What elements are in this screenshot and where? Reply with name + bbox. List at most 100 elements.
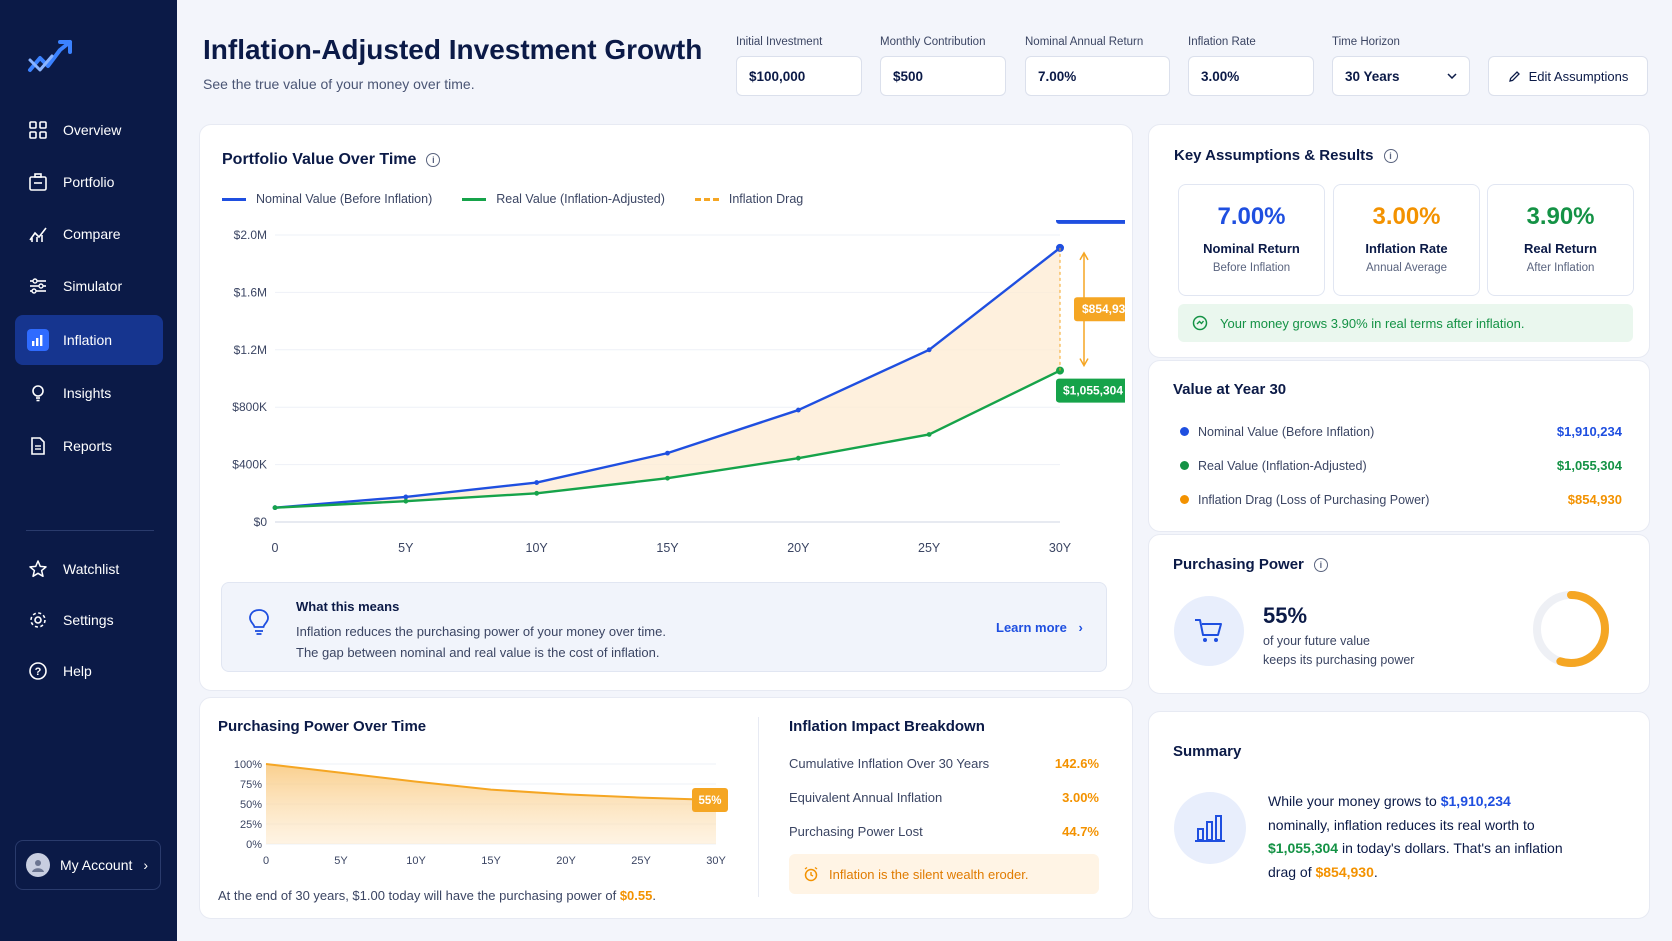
purchasing-power-donut <box>1533 591 1609 667</box>
purchasing-footnote: At the end of 30 years, $1.00 today will… <box>218 888 656 903</box>
chevron-right-icon: › <box>143 857 148 873</box>
growth-clock-icon <box>1192 315 1208 331</box>
lightbulb-icon <box>242 605 276 639</box>
y-tick-label: $0 <box>254 515 268 529</box>
learn-more-label: Learn more <box>996 620 1067 635</box>
sidebar-divider <box>26 530 154 531</box>
means-line: Inflation reduces the purchasing power o… <box>296 624 666 639</box>
metric-inflation-rate: 3.00% Inflation Rate Annual Average <box>1333 184 1480 296</box>
nominal-callout-box <box>1056 220 1125 224</box>
legend-nominal: Nominal Value (Before Inflation) <box>222 192 432 206</box>
impact-title: Inflation Impact Breakdown <box>789 718 985 735</box>
x-tick-label: 5Y <box>398 541 414 555</box>
account-menu[interactable]: My Account › <box>15 840 161 890</box>
sidebar-item-label: Help <box>63 663 92 679</box>
sidebar-item-insights[interactable]: Insights <box>15 368 163 418</box>
inflation-rate-field: Inflation Rate 3.00% <box>1188 36 1314 96</box>
y-tick-label: 50% <box>240 799 262 811</box>
metric-value: 7.00% <box>1217 203 1286 230</box>
sidebar-item-label: Insights <box>63 385 112 401</box>
y-tick-label: $2.0M <box>234 228 267 242</box>
purchasing-power-area <box>266 764 716 844</box>
year30-value: $1,055,304 <box>1556 458 1622 473</box>
x-tick-label: 0 <box>263 855 269 867</box>
chevron-down-icon <box>1447 73 1457 79</box>
data-point <box>665 450 670 456</box>
sidebar-item-simulator[interactable]: Simulator <box>15 261 163 311</box>
sidebar-item-overview[interactable]: Overview <box>15 105 163 155</box>
inflation-rate-input[interactable]: 3.00% <box>1188 56 1314 96</box>
metric-value: 3.90% <box>1526 203 1595 230</box>
metric-label: Real Return <box>1524 241 1597 256</box>
data-point <box>926 432 932 437</box>
sidebar-item-label: Compare <box>63 226 121 242</box>
learn-more-link[interactable]: Learn more › <box>996 620 1083 635</box>
sidebar-item-compare[interactable]: Compare <box>15 209 163 259</box>
drag-callout-box <box>1074 297 1125 322</box>
portfolio-legend: Nominal Value (Before Inflation) Real Va… <box>222 192 803 206</box>
metric-value: 3.00% <box>1372 203 1441 230</box>
summary-text-part: . <box>1373 863 1378 880</box>
data-point <box>403 494 409 500</box>
y-tick-label: $1.2M <box>234 343 267 357</box>
year30-title: Value at Year 30 <box>1173 381 1287 398</box>
time-horizon-select[interactable]: 30 Years <box>1332 56 1470 96</box>
donut-fill <box>1533 591 1609 667</box>
field-label: Nominal Annual Return <box>1025 36 1144 48</box>
sidebar-item-portfolio[interactable]: Portfolio <box>15 157 163 207</box>
legend-label: Nominal Value (Before Inflation) <box>256 192 433 206</box>
metric-label: Nominal Return <box>1203 241 1300 256</box>
y-tick-label: 25% <box>240 819 262 831</box>
info-icon[interactable]: i <box>1383 149 1398 164</box>
key-results-title-text: Key Assumptions & Results <box>1174 147 1374 164</box>
y-tick-label: 100% <box>234 759 262 771</box>
data-point <box>795 407 801 413</box>
initial-investment-field: Initial Investment $100,000 <box>736 36 862 96</box>
lightbulb-icon <box>27 382 49 404</box>
metric-real-return: 3.90% Real Return After Inflation <box>1487 184 1634 296</box>
nominal-return-input[interactable]: 7.00% <box>1025 56 1170 96</box>
year30-row: Real Value (Inflation-Adjusted) $1,055,30… <box>1180 458 1622 473</box>
info-icon[interactable]: i <box>426 152 441 167</box>
means-text: Inflation reduces the purchasing power o… <box>296 621 666 663</box>
sidebar-item-help[interactable]: ? Help <box>15 646 163 696</box>
impact-value: 3.00% <box>1062 790 1099 805</box>
purchasing-power-line: keeps its purchasing power <box>1263 653 1415 667</box>
info-icon[interactable]: i <box>1313 558 1328 573</box>
sidebar-item-label: Inflation <box>63 332 113 348</box>
summary-text-part: in today's dollars. That's an inflation … <box>1268 840 1563 880</box>
chevron-right-icon: › <box>1078 620 1083 635</box>
account-label: My Account <box>60 857 133 873</box>
y-tick-label: $400K <box>232 458 267 472</box>
impact-value: 44.7% <box>1062 824 1099 839</box>
purchasing-power-line: of your future value <box>1263 634 1371 648</box>
data-point <box>795 455 801 461</box>
impact-row: Equivalent Annual Inflation 3.00% <box>789 790 1099 805</box>
sidebar-item-settings[interactable]: Settings <box>15 595 163 645</box>
x-tick-label: 20Y <box>787 541 810 555</box>
summary-real-value: $1,055,304 <box>1268 840 1339 856</box>
end-label-box <box>692 788 728 812</box>
x-tick-label: 10Y <box>406 855 426 867</box>
x-tick-label: 5Y <box>334 855 348 867</box>
drag-arrow-head <box>1079 251 1089 261</box>
edit-assumptions-button[interactable]: Edit Assumptions <box>1488 56 1648 96</box>
help-icon: ? <box>27 660 49 682</box>
sidebar-item-inflation[interactable]: Inflation <box>15 315 163 365</box>
shopping-cart-icon <box>1174 596 1244 666</box>
inflation-drag-area <box>275 247 1060 508</box>
x-tick-label: 15Y <box>656 541 679 555</box>
initial-investment-input[interactable]: $100,000 <box>736 56 862 96</box>
sidebar-item-reports[interactable]: Reports <box>15 421 163 471</box>
impact-label: Equivalent Annual Inflation <box>789 790 943 805</box>
bar-chart-icon <box>27 329 49 351</box>
sidebar-item-watchlist[interactable]: Watchlist <box>15 544 163 594</box>
data-point <box>665 475 670 481</box>
time-horizon-value: 30 Years <box>1345 68 1400 84</box>
footnote-text: At the end of 30 years, $1.00 today will… <box>218 888 620 903</box>
nominal-return-field: Nominal Annual Return 7.00% <box>1025 36 1170 96</box>
impact-row: Cumulative Inflation Over 30 Years 142.6% <box>789 756 1099 771</box>
purchasing-power-percent: 55% <box>1263 603 1308 628</box>
means-line: The gap between nominal and real value i… <box>296 645 660 660</box>
monthly-contribution-input[interactable]: $500 <box>880 56 1006 96</box>
